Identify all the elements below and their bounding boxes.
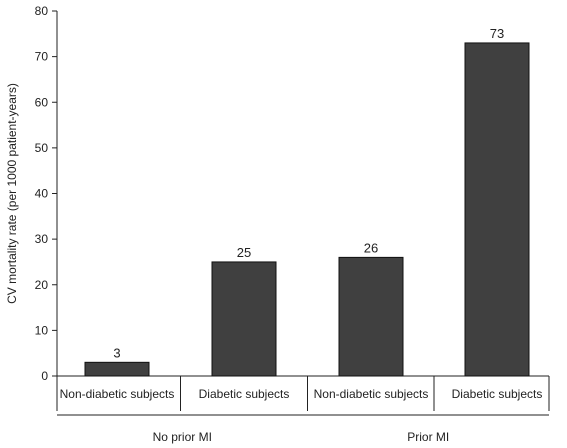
- bars-layer: [84, 42, 530, 377]
- y-axis: 0 10 20 30 40 50 60 70 80: [35, 4, 58, 383]
- y-tick-label: 50: [35, 141, 49, 155]
- category-label: Non-diabetic subjects: [60, 387, 175, 401]
- data-label: 73: [490, 26, 504, 41]
- category-label: Diabetic subjects: [452, 387, 543, 401]
- data-label: 3: [113, 345, 120, 360]
- bar: [338, 256, 404, 377]
- category-label: Non-diabetic subjects: [314, 387, 429, 401]
- y-tick-label: 30: [35, 232, 49, 246]
- y-tick-label: 40: [35, 187, 49, 201]
- group-label: Prior MI: [407, 430, 449, 444]
- y-tick-label: 70: [35, 50, 49, 64]
- bar: [464, 42, 530, 377]
- y-tick-label: 0: [41, 369, 48, 383]
- data-label: 26: [364, 240, 378, 255]
- group-labels-layer: No prior MI Prior MI: [57, 414, 549, 444]
- category-labels-layer: Non-diabetic subjects Diabetic subjects No…: [60, 387, 543, 401]
- y-tick-label: 10: [35, 323, 49, 337]
- y-axis-title-group: CV mortality rate (per 1000 patient-year…: [5, 83, 19, 304]
- y-tick-label: 80: [35, 4, 49, 18]
- data-label: 25: [237, 245, 251, 260]
- bar: [211, 261, 277, 377]
- bar: [84, 361, 150, 377]
- category-label: Diabetic subjects: [199, 387, 290, 401]
- group-label: No prior MI: [153, 430, 212, 444]
- y-axis-title: CV mortality rate (per 1000 patient-year…: [5, 83, 19, 304]
- y-tick-label: 60: [35, 95, 49, 109]
- y-tick-label: 20: [35, 278, 49, 292]
- data-labels-layer: 3 25 26 73: [113, 26, 504, 360]
